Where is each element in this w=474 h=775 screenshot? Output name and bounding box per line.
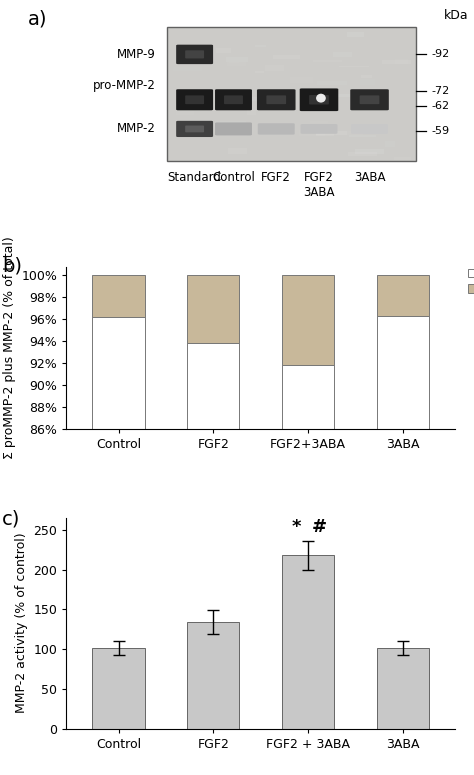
Bar xyxy=(321,123,331,128)
Bar xyxy=(92,317,145,429)
Bar xyxy=(377,648,429,728)
FancyBboxPatch shape xyxy=(176,89,213,110)
Bar xyxy=(367,129,392,133)
FancyBboxPatch shape xyxy=(215,122,252,136)
Bar xyxy=(309,121,317,123)
Text: FGF2
3ABA: FGF2 3ABA xyxy=(303,171,335,199)
Bar xyxy=(377,275,429,316)
Bar xyxy=(306,73,334,74)
Bar xyxy=(282,555,334,728)
Text: -62: -62 xyxy=(432,102,450,112)
Bar xyxy=(240,43,263,47)
Ellipse shape xyxy=(316,94,326,102)
Bar xyxy=(190,71,203,75)
FancyBboxPatch shape xyxy=(266,95,286,104)
Bar xyxy=(197,67,213,69)
Text: FGF2: FGF2 xyxy=(261,171,291,184)
FancyBboxPatch shape xyxy=(185,126,204,133)
Legend: 62-59 kDa MMP-2, 72 kDa pro-MMP-2: 62-59 kDa MMP-2, 72 kDa pro-MMP-2 xyxy=(468,269,474,294)
Bar xyxy=(329,47,340,53)
Bar xyxy=(201,107,214,110)
Text: *: * xyxy=(292,518,301,536)
Text: -92: -92 xyxy=(432,50,450,60)
Text: MMP-9: MMP-9 xyxy=(117,48,156,61)
Text: a): a) xyxy=(27,9,47,28)
Bar xyxy=(377,316,429,429)
FancyBboxPatch shape xyxy=(301,124,337,134)
Bar xyxy=(361,113,370,115)
Bar xyxy=(327,130,335,132)
Text: -59: -59 xyxy=(432,126,450,136)
Bar xyxy=(201,119,225,120)
Bar xyxy=(294,55,303,58)
Text: Standard: Standard xyxy=(168,171,221,184)
Bar xyxy=(282,275,334,365)
Bar xyxy=(384,57,408,61)
Bar xyxy=(92,275,145,317)
Bar xyxy=(167,27,416,161)
Bar xyxy=(187,622,239,728)
FancyBboxPatch shape xyxy=(360,95,379,104)
Bar xyxy=(313,83,332,88)
FancyBboxPatch shape xyxy=(215,89,252,110)
Bar xyxy=(92,648,145,728)
Bar xyxy=(366,53,389,57)
Bar xyxy=(247,127,264,130)
Bar xyxy=(334,58,354,64)
Text: Control: Control xyxy=(212,171,255,184)
Y-axis label: MMP-2 activity (% of control): MMP-2 activity (% of control) xyxy=(15,533,28,714)
Text: b): b) xyxy=(2,257,22,276)
FancyBboxPatch shape xyxy=(185,50,204,58)
Bar xyxy=(218,105,243,111)
FancyBboxPatch shape xyxy=(176,121,213,137)
Bar xyxy=(187,275,239,343)
Bar xyxy=(249,132,264,138)
FancyBboxPatch shape xyxy=(350,89,389,110)
FancyBboxPatch shape xyxy=(258,123,295,135)
Bar xyxy=(327,40,350,44)
Bar xyxy=(201,86,228,88)
Text: MMP-2: MMP-2 xyxy=(117,122,156,136)
Bar xyxy=(379,90,406,94)
FancyBboxPatch shape xyxy=(185,95,204,104)
Text: pro-MMP-2: pro-MMP-2 xyxy=(93,79,156,91)
Bar xyxy=(204,104,225,109)
FancyBboxPatch shape xyxy=(257,89,295,110)
Text: -72: -72 xyxy=(432,86,450,96)
Bar xyxy=(222,88,236,91)
Bar xyxy=(380,105,399,110)
Bar xyxy=(319,102,330,107)
Bar xyxy=(344,45,361,50)
Bar xyxy=(187,343,239,429)
Text: kDa: kDa xyxy=(443,9,468,22)
Text: c): c) xyxy=(2,509,20,529)
Bar xyxy=(290,148,307,153)
Bar xyxy=(169,46,189,52)
Bar xyxy=(282,365,334,429)
Bar xyxy=(295,104,312,109)
FancyBboxPatch shape xyxy=(300,88,338,111)
FancyBboxPatch shape xyxy=(224,95,243,104)
Bar xyxy=(265,146,296,149)
Bar xyxy=(225,47,253,50)
Text: 3ABA: 3ABA xyxy=(354,171,385,184)
Bar xyxy=(307,100,327,105)
Bar xyxy=(176,65,203,69)
Bar xyxy=(383,50,414,53)
Bar xyxy=(212,71,228,75)
Bar xyxy=(243,95,262,99)
Text: #: # xyxy=(312,518,327,536)
Bar xyxy=(290,94,317,96)
FancyBboxPatch shape xyxy=(309,95,329,105)
FancyBboxPatch shape xyxy=(351,124,388,134)
Y-axis label: Σ proMMP-2 plus MMP-2 (% of total): Σ proMMP-2 plus MMP-2 (% of total) xyxy=(3,236,16,459)
FancyBboxPatch shape xyxy=(176,45,213,64)
Bar xyxy=(335,40,355,42)
